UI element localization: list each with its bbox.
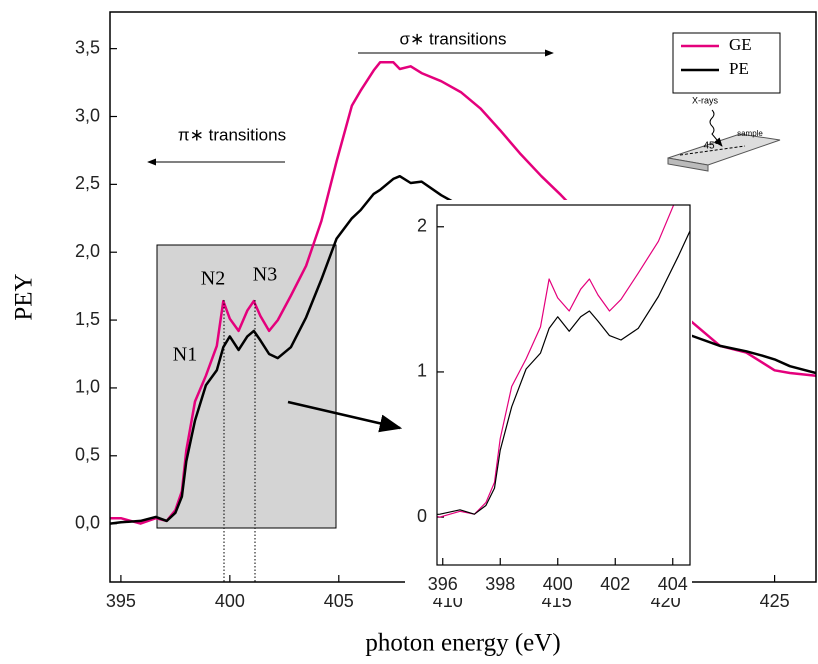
y-tick-label: 1,0 (75, 377, 100, 397)
legend: GE PE (672, 32, 781, 94)
inset-y-tick-label: 2 (417, 216, 427, 236)
inset-x-tick-label: 398 (485, 574, 515, 594)
x-tick-label: 400 (215, 591, 245, 611)
inset-lines (437, 205, 690, 518)
sketch-line (679, 145, 746, 156)
legend-label: GE (729, 35, 752, 54)
annotation: N1 (173, 344, 197, 366)
inset-x-tick-label: 402 (600, 574, 630, 594)
legend-box (672, 32, 781, 94)
inset-frame (436, 204, 691, 566)
inset-y-tick-label: 1 (417, 361, 427, 381)
annotation: π∗ transitions (178, 125, 286, 144)
y-tick-label: 3,0 (75, 105, 100, 125)
annotation: N3 (253, 264, 277, 286)
arrow (287, 400, 403, 433)
y-tick-label: 0,5 (75, 445, 100, 465)
x-axis-label: photon energy (eV) (365, 630, 560, 657)
y-tick-label: 3,5 (75, 37, 100, 57)
inset-series-line (437, 205, 675, 518)
y-tick-label: 2,0 (75, 241, 100, 261)
inset-x-tick-label: 400 (543, 574, 573, 594)
annotation: σ∗ transitions (400, 29, 507, 48)
y-axis-label: PEY (11, 273, 38, 320)
y-tick-label: 0,0 (75, 512, 100, 532)
sketch-label: 45° (703, 141, 718, 152)
x-tick-label: 405 (324, 591, 354, 611)
annotation: N2 (201, 268, 225, 290)
inset-x-tick-label: 396 (428, 574, 458, 594)
inset-y-tick-label: 0 (417, 506, 427, 526)
sketch-label: sample (737, 129, 763, 138)
x-ray-beam (709, 109, 723, 147)
inset-x-tick-label: 404 (658, 574, 688, 594)
legend-label: PE (729, 59, 749, 78)
x-tick-label: 395 (106, 591, 136, 611)
zoom-region (156, 244, 337, 529)
y-tick-label: 2,5 (75, 173, 100, 193)
sample-sketch: X-rays 45° sample (667, 95, 781, 172)
x-tick-label: 425 (760, 591, 790, 611)
y-tick-label: 1,5 (75, 309, 100, 329)
sketch-label: X-rays (692, 95, 719, 105)
sample-edge (667, 157, 709, 172)
inset-background (405, 200, 692, 598)
sample-plate (667, 133, 781, 166)
inset-series-line (437, 229, 690, 515)
